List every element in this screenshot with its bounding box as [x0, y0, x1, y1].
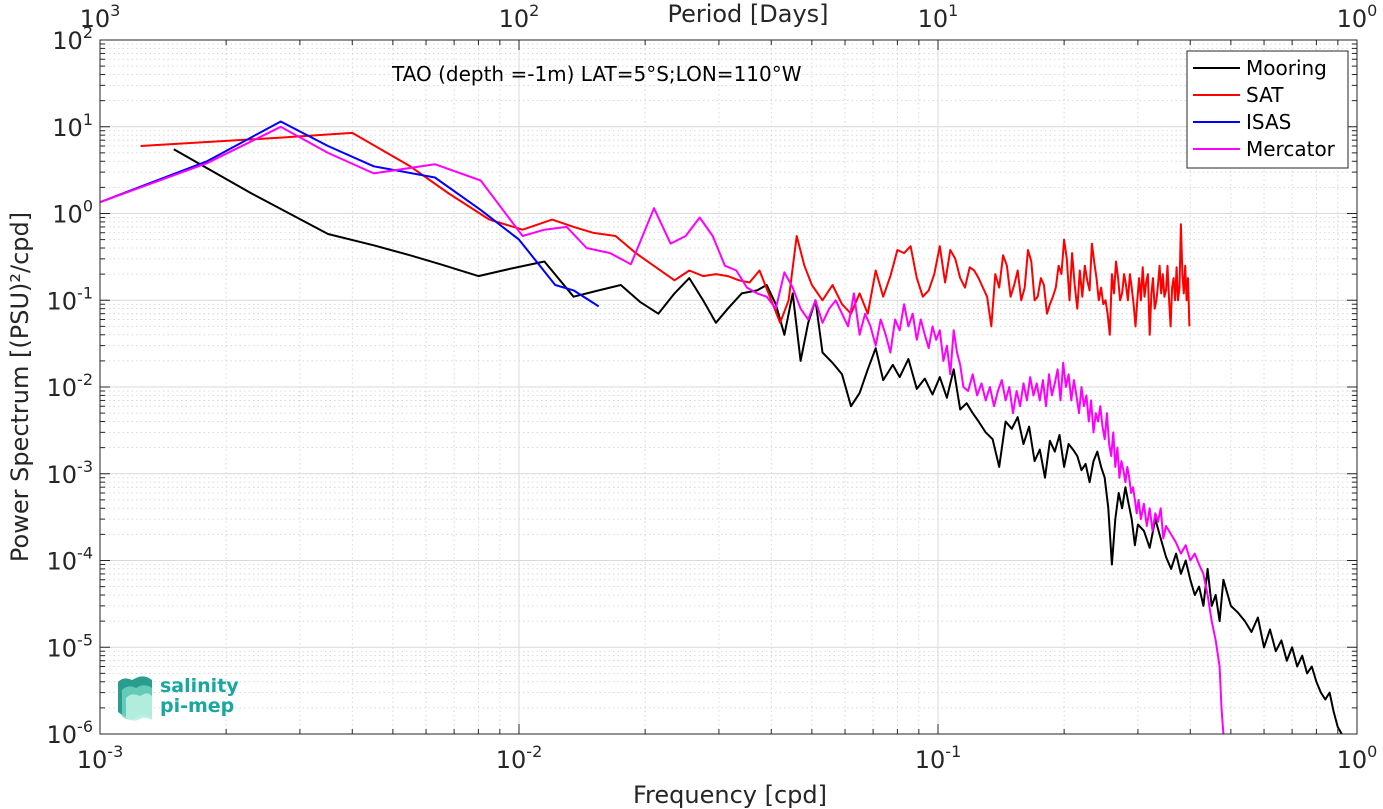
y-tick-labels: 10-6 10-5 10-4 10-3 10-2 10-1 100 101 102 [47, 23, 94, 749]
major-grid [100, 40, 1357, 734]
y-tick-label: 102 [52, 23, 93, 55]
x-tick-label: 100 [1337, 742, 1378, 774]
y-tick-label: 10-1 [47, 283, 94, 315]
y-tick-label: 101 [52, 110, 93, 142]
top-axis-label: Period [Days] [667, 0, 828, 28]
series-line-isas [100, 120, 600, 308]
x-tick-label: 10-2 [496, 742, 543, 774]
series-layer [100, 120, 1343, 734]
legend: Mooring SAT ISAS Mercator [1186, 50, 1349, 169]
series-line-mercator [100, 125, 1225, 734]
legend-label-mooring: Mooring [1246, 56, 1327, 80]
x-tick-label: 10-3 [77, 742, 124, 774]
logo-line1: salinity [160, 675, 239, 697]
top-tick-label: 103 [80, 1, 121, 33]
tick-marks [99, 39, 1358, 735]
y-tick-label: 10-3 [47, 457, 94, 489]
legend-label-isas: ISAS [1246, 110, 1291, 134]
annotation-text: TAO (depth =-1m) LAT=5°S;LON=110°W [391, 62, 802, 86]
top-tick-label: 100 [1337, 1, 1378, 33]
x-tick-label: 10-1 [915, 742, 962, 774]
y-tick-label: 10-4 [47, 544, 94, 576]
salinity-pi-mep-logo: salinity pi-mep [118, 675, 239, 721]
legend-label-sat: SAT [1246, 83, 1284, 107]
series-line-sat [140, 131, 1191, 336]
top-tick-labels: 103 102 101 100 [80, 1, 1378, 33]
logo-waves-icon [118, 676, 152, 721]
y-tick-label: 100 [52, 197, 93, 229]
top-tick-label: 101 [918, 1, 959, 33]
x-tick-labels: 10-3 10-2 10-1 100 [77, 742, 1378, 774]
logo-line2: pi-mep [160, 695, 234, 717]
y-tick-label: 10-2 [47, 370, 94, 402]
series-line-mooring [173, 148, 1343, 734]
x-axis-label: Frequency [cpd] [633, 781, 827, 809]
y-tick-label: 10-6 [47, 717, 94, 749]
y-tick-label: 10-5 [47, 630, 94, 662]
top-tick-label: 102 [499, 1, 540, 33]
legend-label-mercator: Mercator [1246, 137, 1336, 161]
y-axis-label: Power Spectrum [(PSU)²/cpd] [6, 212, 34, 562]
